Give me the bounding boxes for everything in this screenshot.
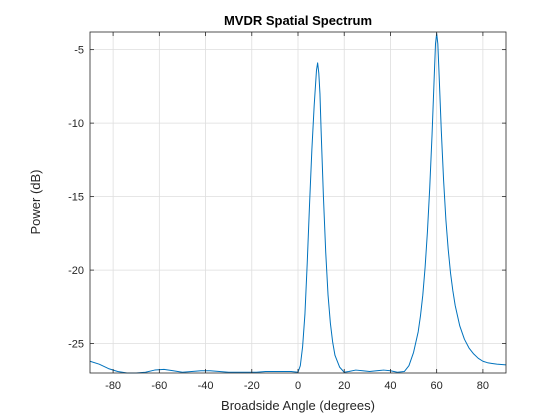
series-layer: [89, 32, 507, 374]
x-tick-label: 40: [384, 380, 396, 392]
x-tick-label: -80: [105, 380, 121, 392]
ticks: -80 -60 -40 -20 0 20 40 60 80 -5 -10 -15 -20 -25: [68, 32, 506, 392]
x-tick-label: 20: [338, 380, 350, 392]
chart-title: MVDR Spatial Spectrum: [224, 13, 372, 28]
y-tick-label: -25: [68, 339, 84, 351]
y-axis-label: Power (dB): [28, 169, 43, 234]
grid: [90, 32, 506, 373]
y-tick-label: -15: [68, 192, 84, 204]
y-tick-label: -10: [68, 118, 84, 130]
x-tick-label: 0: [295, 380, 301, 392]
x-tick-label: -40: [198, 380, 214, 392]
x-axis-label: Broadside Angle (degrees): [221, 398, 375, 413]
y-tick-label: -5: [74, 45, 84, 57]
series-line-1: [89, 32, 507, 374]
x-tick-label: -20: [244, 380, 260, 392]
x-tick-label: 80: [477, 380, 489, 392]
y-tick-label: -20: [68, 265, 84, 277]
x-tick-label: -60: [151, 380, 167, 392]
x-tick-label: 60: [431, 380, 443, 392]
